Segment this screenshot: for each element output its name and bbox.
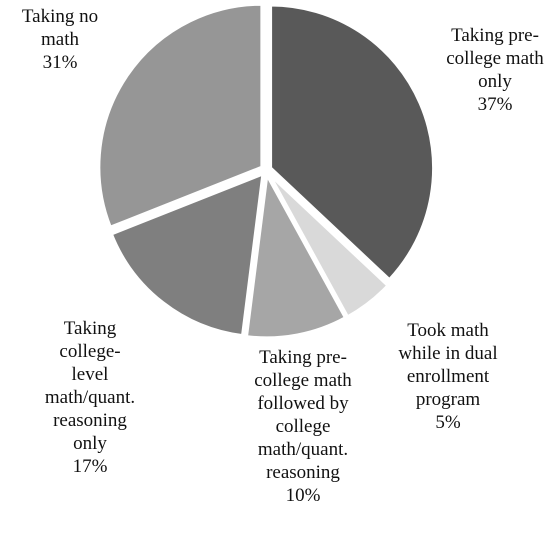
label-slice-2: Taking pre- college math followed by col… bbox=[233, 346, 373, 507]
label-slice-2-line-0: Taking pre- bbox=[259, 347, 347, 368]
pie-slice-1 bbox=[267, 172, 390, 319]
label-slice-2-line-2: followed by bbox=[257, 393, 349, 414]
label-slice-3-line-1: college- bbox=[59, 341, 121, 362]
label-slice-0: Taking pre- college math only 37% bbox=[430, 24, 560, 116]
label-slice-1-line-2: enrollment bbox=[406, 366, 490, 387]
label-slice-3: Taking college- level math/quant. reason… bbox=[30, 317, 150, 478]
label-slice-2-line-5: reasoning bbox=[266, 462, 340, 483]
label-slice-4: Taking no math 31% bbox=[5, 5, 115, 74]
label-slice-0-line-1: college math bbox=[446, 48, 544, 69]
label-slice-2-line-4: math/quant. bbox=[257, 439, 349, 460]
label-slice-1: Took math while in dual enrollment progr… bbox=[383, 319, 513, 434]
label-slice-0-line-0: Taking pre- bbox=[451, 25, 539, 46]
pie-slice-0 bbox=[269, 3, 436, 282]
label-slice-1-line-0: Took math bbox=[407, 320, 489, 341]
pie-slice-2 bbox=[245, 173, 347, 340]
label-slice-1-line-1: while in dual bbox=[398, 343, 498, 364]
label-slice-3-line-5: only bbox=[73, 433, 107, 454]
label-slice-3-line-0: Taking bbox=[63, 318, 117, 339]
pie-slice-4 bbox=[97, 2, 264, 229]
label-slice-0-line-2: only bbox=[478, 71, 512, 92]
label-slice-0-pct: 37% bbox=[477, 94, 513, 115]
label-slice-4-pct: 31% bbox=[42, 52, 78, 73]
label-slice-3-line-3: math/quant. bbox=[44, 387, 136, 408]
label-slice-2-pct: 10% bbox=[285, 485, 321, 506]
label-slice-3-pct: 17% bbox=[72, 456, 108, 477]
label-slice-1-pct: 5% bbox=[435, 412, 461, 433]
label-slice-4-line-0: Taking no bbox=[21, 6, 99, 27]
label-slice-2-line-1: college math bbox=[254, 370, 352, 391]
label-slice-4-line-1: math bbox=[41, 29, 79, 50]
label-slice-1-line-3: program bbox=[415, 389, 481, 410]
label-slice-3-line-2: level bbox=[71, 364, 109, 385]
label-slice-3-line-4: reasoning bbox=[53, 410, 127, 431]
label-slice-2-line-3: college bbox=[275, 416, 331, 437]
pie-slice-3 bbox=[109, 172, 265, 338]
